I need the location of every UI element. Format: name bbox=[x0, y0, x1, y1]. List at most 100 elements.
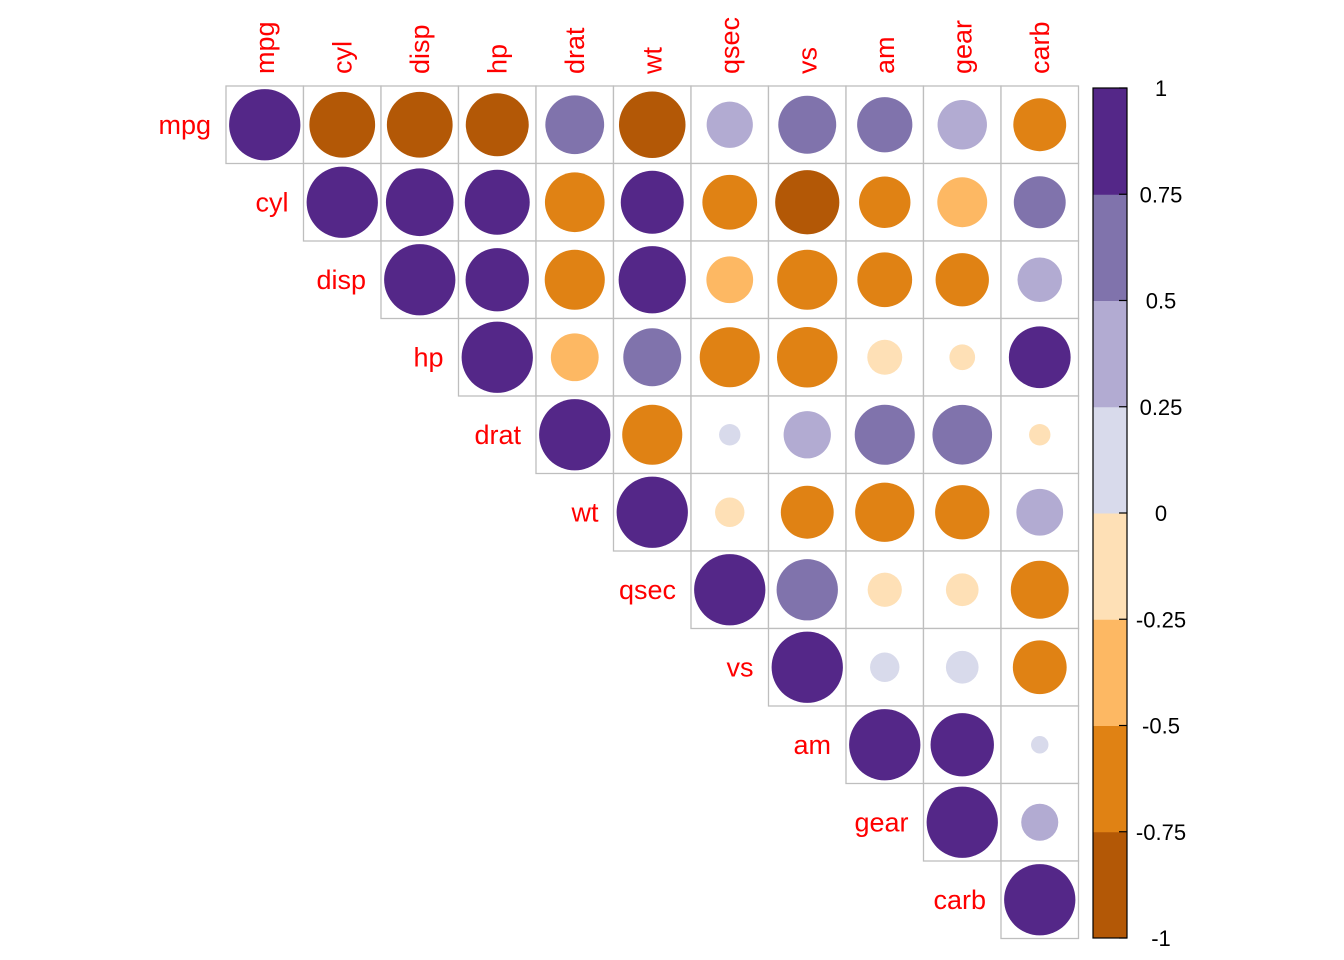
corr-circle-wt-gear bbox=[935, 485, 990, 540]
corr-circle-wt-wt bbox=[616, 476, 688, 548]
corr-circle-hp-vs bbox=[777, 326, 838, 388]
corr-circle-vs-carb bbox=[1012, 640, 1067, 695]
corr-circle-disp-drat bbox=[544, 249, 605, 310]
corr-circle-cyl-am bbox=[859, 176, 911, 228]
column-labels: mpg cyl disp hp drat wt qsec vs am gear carb bbox=[250, 17, 1055, 75]
col-label-mpg: mpg bbox=[250, 21, 280, 74]
corr-circle-cyl-disp bbox=[385, 168, 454, 237]
corr-circle-mpg-carb bbox=[1013, 98, 1067, 152]
legend-tick-label: -0.25 bbox=[1136, 607, 1186, 632]
corr-circle-gear-gear bbox=[926, 786, 998, 858]
corr-circle-drat-wt bbox=[622, 404, 683, 465]
legend-tick-label: 0.25 bbox=[1140, 395, 1183, 420]
corr-circle-cyl-gear bbox=[937, 177, 988, 228]
corr-circle-qsec-carb bbox=[1010, 560, 1069, 619]
corr-circle-disp-vs bbox=[777, 249, 838, 310]
corr-circle-drat-am bbox=[854, 404, 915, 465]
legend-bin-3 bbox=[1093, 513, 1127, 620]
legend-bin-7 bbox=[1093, 88, 1127, 195]
legend-tick-label: -0.5 bbox=[1142, 714, 1180, 739]
corr-circle-cyl-wt bbox=[620, 170, 684, 234]
row-label-disp: disp bbox=[316, 265, 366, 295]
legend-bin-2 bbox=[1093, 619, 1127, 726]
corr-circle-hp-hp bbox=[461, 321, 533, 393]
corr-circle-am-am bbox=[849, 709, 921, 781]
row-label-am: am bbox=[793, 730, 831, 760]
legend-bin-1 bbox=[1093, 725, 1127, 833]
corr-circle-qsec-vs bbox=[776, 559, 838, 621]
corr-circle-vs-gear bbox=[945, 650, 979, 684]
legend-tick-label: 0.5 bbox=[1146, 289, 1177, 314]
corr-circle-mpg-am bbox=[857, 97, 913, 153]
corr-circle-wt-vs bbox=[780, 485, 834, 539]
corr-circle-mpg-wt bbox=[618, 91, 686, 159]
corr-circle-cyl-vs bbox=[775, 170, 840, 235]
corr-circle-disp-hp bbox=[465, 248, 529, 312]
corr-circle-vs-am bbox=[870, 652, 900, 682]
legend-tick-label: -0.75 bbox=[1136, 820, 1186, 845]
col-label-gear: gear bbox=[947, 20, 977, 74]
col-label-cyl: cyl bbox=[327, 41, 357, 74]
row-label-qsec: qsec bbox=[619, 575, 676, 605]
col-label-qsec: qsec bbox=[715, 17, 745, 74]
corr-circle-mpg-vs bbox=[778, 95, 837, 154]
corr-circle-disp-carb bbox=[1017, 257, 1063, 303]
corr-circle-drat-qsec bbox=[719, 424, 741, 446]
corr-circle-cyl-qsec bbox=[702, 174, 758, 230]
col-label-vs: vs bbox=[792, 47, 822, 74]
legend-tick-label: 0.75 bbox=[1140, 182, 1183, 207]
correlation-grid bbox=[225, 85, 1080, 940]
corr-circle-hp-wt bbox=[623, 328, 682, 387]
corr-circle-cyl-drat bbox=[544, 172, 605, 233]
col-label-disp: disp bbox=[405, 24, 435, 74]
corr-circle-disp-am bbox=[857, 252, 913, 308]
corr-circle-mpg-mpg bbox=[229, 89, 301, 161]
corr-circle-cyl-hp bbox=[464, 169, 530, 235]
corr-circle-hp-carb bbox=[1008, 326, 1071, 389]
corr-circle-drat-gear bbox=[932, 404, 993, 465]
corr-circle-disp-gear bbox=[935, 253, 989, 307]
corr-circle-disp-qsec bbox=[706, 256, 754, 304]
col-label-am: am bbox=[870, 36, 900, 74]
legend-tick-label: -1 bbox=[1151, 926, 1171, 951]
corr-circle-wt-carb bbox=[1016, 488, 1064, 536]
corr-circle-mpg-qsec bbox=[706, 101, 753, 148]
corr-circle-disp-disp bbox=[384, 244, 456, 316]
corr-circle-qsec-am bbox=[867, 572, 902, 607]
corr-circle-wt-am bbox=[855, 482, 915, 542]
row-label-wt: wt bbox=[571, 497, 599, 527]
legend-tick-label: 1 bbox=[1155, 76, 1167, 101]
corr-circle-mpg-hp bbox=[465, 93, 529, 157]
corr-circle-mpg-gear bbox=[937, 100, 987, 150]
col-label-drat: drat bbox=[560, 27, 590, 74]
corr-circle-am-gear bbox=[930, 713, 994, 777]
corr-circle-hp-gear bbox=[949, 344, 976, 371]
legend-tick-label: 0 bbox=[1155, 501, 1167, 526]
col-label-hp: hp bbox=[482, 44, 512, 74]
row-label-mpg: mpg bbox=[158, 110, 211, 140]
row-labels: mpg cyl disp hp drat wt qsec vs am gear carb bbox=[158, 110, 986, 915]
corr-circle-wt-qsec bbox=[715, 497, 745, 527]
legend-bin-6 bbox=[1093, 194, 1127, 301]
corr-circle-mpg-disp bbox=[386, 91, 453, 158]
corr-circle-mpg-cyl bbox=[309, 91, 376, 158]
corr-circle-hp-am bbox=[867, 339, 903, 375]
row-label-hp: hp bbox=[413, 342, 443, 372]
corr-circle-hp-drat bbox=[550, 333, 599, 382]
corr-circle-cyl-carb bbox=[1013, 176, 1066, 229]
row-label-carb: carb bbox=[933, 885, 986, 915]
color-legend: 1 0.75 0.5 0.25 0 -0.25 -0.5 -0.75 -1 bbox=[1092, 76, 1186, 951]
col-label-wt: wt bbox=[637, 47, 667, 75]
col-label-carb: carb bbox=[1025, 21, 1055, 74]
legend-bin-5 bbox=[1093, 300, 1127, 408]
corr-circle-am-carb bbox=[1031, 736, 1049, 754]
corr-circle-drat-drat bbox=[539, 399, 611, 471]
corr-circle-hp-qsec bbox=[699, 327, 760, 388]
corr-circle-disp-wt bbox=[618, 246, 686, 314]
corr-circle-qsec-qsec bbox=[694, 554, 766, 626]
legend-bin-0 bbox=[1093, 831, 1127, 939]
legend-bin-4 bbox=[1093, 406, 1127, 514]
corr-circle-qsec-gear bbox=[945, 573, 979, 607]
corr-circle-gear-carb bbox=[1021, 803, 1059, 841]
